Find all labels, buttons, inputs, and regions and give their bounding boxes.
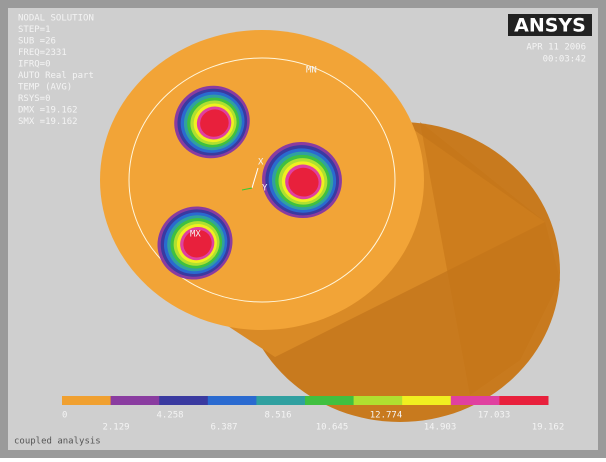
info-line: STEP=1 — [18, 25, 51, 35]
legend-swatch — [159, 396, 208, 405]
axis-label: X — [258, 158, 264, 168]
date: APR 11 2006 — [526, 43, 586, 53]
info-line: TEMP (AVG) — [18, 83, 72, 93]
logo: ANSYS — [514, 15, 586, 37]
axis-label: Y — [262, 184, 268, 194]
info-line: SMX =19.162 — [18, 117, 78, 127]
footer: coupled analysis — [14, 437, 101, 447]
legend-label: 2.129 — [102, 423, 129, 433]
legend-swatch — [305, 396, 354, 405]
info-line: DMX =19.162 — [18, 106, 78, 116]
legend-swatch — [111, 396, 160, 405]
legend-label: 6.387 — [210, 423, 237, 433]
legend-label: 8.516 — [264, 411, 291, 421]
legend-swatch — [451, 396, 500, 405]
min-marker: MN — [306, 66, 317, 76]
cylinder-face — [100, 30, 424, 330]
legend-swatch — [256, 396, 305, 405]
legend-swatch — [402, 396, 451, 405]
max-marker: MX — [190, 230, 201, 240]
info-line: SUB =26 — [18, 37, 56, 47]
legend-label: 0 — [62, 411, 67, 421]
legend-label: 10.645 — [316, 423, 349, 433]
info-line: AUTO Real part — [18, 71, 94, 81]
legend-swatch — [62, 396, 111, 405]
legend-swatch — [499, 396, 548, 405]
info-line: NODAL SOLUTION — [18, 14, 94, 24]
legend-swatch — [354, 396, 403, 405]
time: 00:03:42 — [543, 55, 586, 65]
legend-swatch — [208, 396, 257, 405]
legend-label: 14.903 — [424, 423, 457, 433]
legend-label: 12.774 — [370, 411, 403, 421]
info-line: RSYS=0 — [18, 94, 51, 104]
ansys-window: X Y MN MX ANSYS APR 11 2006 00:03:42 NOD… — [0, 0, 606, 458]
legend-label: 19.162 — [532, 423, 565, 433]
legend-label: 4.258 — [156, 411, 183, 421]
info-line: IFRQ=0 — [18, 60, 51, 70]
legend-label: 17.033 — [478, 411, 511, 421]
info-line: FREQ=2331 — [18, 48, 67, 58]
